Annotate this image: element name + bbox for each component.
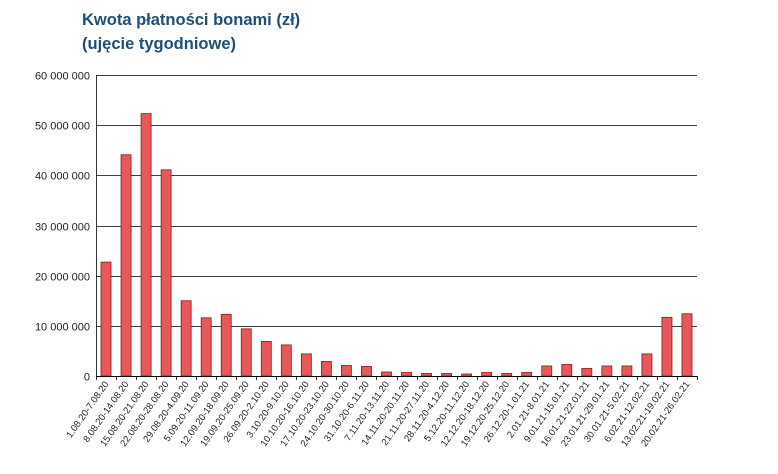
bar [280, 344, 292, 377]
bar [381, 371, 392, 377]
x-axis-category-labels: 1.08.20-7.08.208.08.20-14.08.2015.08.20-… [64, 379, 692, 448]
y-tick-label: 30 000 000 [35, 222, 90, 234]
bar [661, 316, 673, 377]
bar [641, 353, 653, 377]
bar [140, 113, 152, 377]
bar [240, 328, 252, 377]
bar [260, 340, 272, 377]
chart-title-block: Kwota płatności bonami (zł) (ujęcie tygo… [82, 8, 300, 56]
bar [621, 365, 633, 377]
bar [461, 373, 473, 377]
chart-title: Kwota płatności bonami (zł) [82, 11, 301, 29]
y-tick-label: 40 000 000 [35, 171, 90, 183]
bar [481, 372, 493, 377]
bar [521, 372, 533, 377]
bar [561, 364, 573, 377]
bar [120, 154, 132, 377]
bar [601, 365, 613, 377]
bar [401, 372, 412, 377]
bar [100, 261, 112, 377]
bar [361, 366, 372, 377]
bars [100, 113, 693, 377]
bar [541, 365, 553, 377]
y-tick-label: 0 [84, 372, 90, 384]
bar [320, 361, 332, 377]
bar [501, 373, 513, 377]
bar [441, 373, 452, 377]
bar [220, 313, 232, 377]
gridlines [96, 75, 697, 327]
bar [421, 373, 432, 377]
bar [200, 317, 212, 377]
bar [581, 368, 593, 377]
x-axis [96, 75, 698, 380]
bar [681, 313, 693, 377]
y-tick-label: 60 000 000 [35, 71, 90, 83]
y-axis-tick-labels: 0 10 000 000 20 000 000 30 000 000 40 000 00… [35, 71, 90, 384]
y-tick-label: 10 000 000 [35, 322, 90, 334]
bar [180, 300, 192, 377]
bar [341, 365, 352, 377]
bar [300, 353, 312, 377]
y-tick-label: 20 000 000 [35, 272, 90, 284]
bar [160, 169, 172, 377]
chart-subtitle: (ujęcie tygodniowe) [82, 35, 237, 53]
y-tick-label: 50 000 000 [35, 121, 90, 133]
